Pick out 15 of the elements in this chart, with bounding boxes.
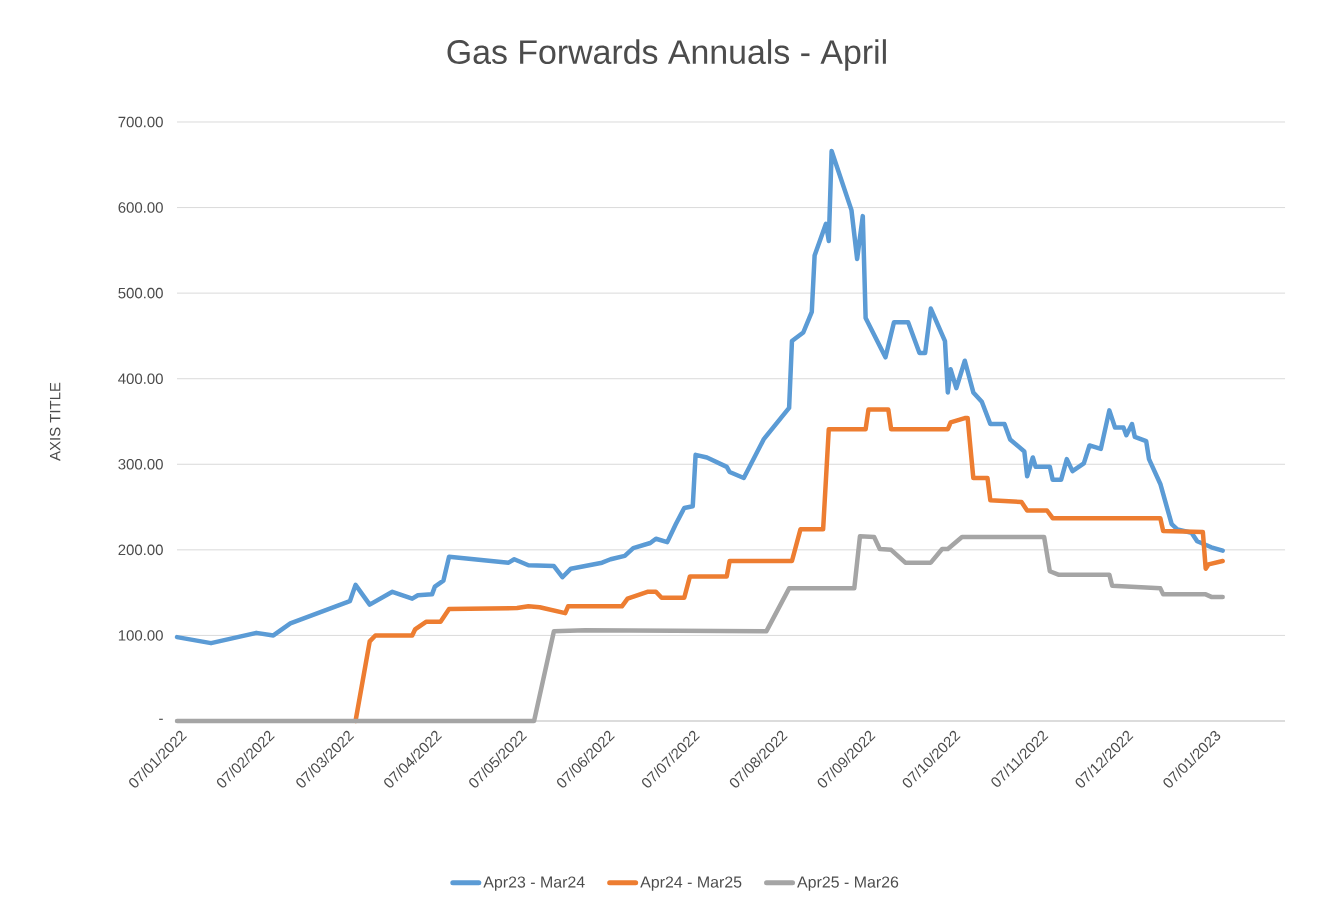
legend-label: Apr25 - Mar26 [797, 876, 899, 891]
y-tick-label: 100.00 [118, 630, 163, 641]
y-tick-label: 700.00 [118, 116, 163, 128]
y-tick-label: - [159, 718, 163, 720]
y-tick-label: 500.00 [118, 287, 163, 299]
legend-label: Apr24 - Mar25 [640, 876, 742, 891]
line-series [174, 148, 1225, 646]
y-tick-label: 200.00 [118, 544, 163, 556]
legend-label: Apr23 - Mar24 [483, 876, 585, 891]
y-tick-label: 600.00 [118, 202, 163, 213]
y-tick-label: 300.00 [118, 458, 163, 470]
y-axis-title: AXIS TITLE [49, 382, 61, 461]
y-tick-label: 400.00 [118, 373, 163, 384]
chart-title: Gas Forwards Annuals - April [447, 39, 886, 71]
line-series [174, 533, 1225, 724]
